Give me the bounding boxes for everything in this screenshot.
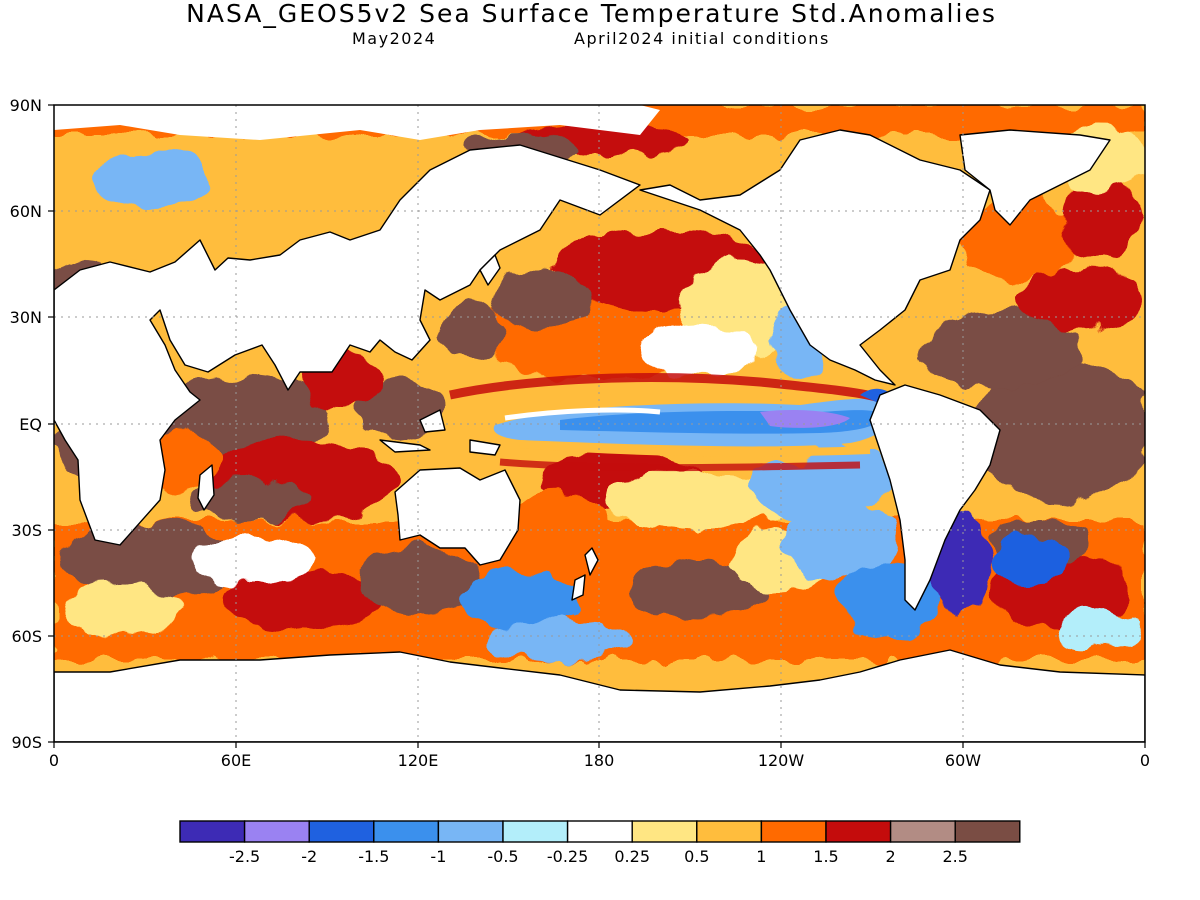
legend-swatch (631, 820, 698, 843)
legend-swatch (179, 820, 246, 843)
lat-label-60n: 60N (10, 202, 42, 221)
lat-label-eq: EQ (19, 415, 42, 434)
legend-label: 1.5 (813, 847, 838, 866)
forecast-month: May2024 (352, 29, 437, 48)
lat-label-30n: 30N (10, 308, 42, 327)
legend-label: 2.5 (942, 847, 967, 866)
legend-swatch (954, 820, 1021, 843)
lat-label-90n: 90N (10, 96, 42, 115)
lon-label-120e: 120E (398, 751, 439, 770)
legend-label: -1 (430, 847, 446, 866)
lat-label-90s: 90S (11, 733, 42, 752)
land-masses (54, 105, 1145, 742)
legend-swatch (696, 820, 763, 843)
legend-label: 0.25 (614, 847, 650, 866)
legend-label: -2.5 (229, 847, 260, 866)
color-legend: -2.5 -2 -1.5 -1 -0.5 -0.25 0.25 0.5 1 1.5 2 2.5 (179, 820, 1021, 866)
legend-swatch (437, 820, 504, 843)
lat-label-60s: 60S (11, 627, 42, 646)
legend-label: 0.5 (684, 847, 709, 866)
lat-label-30s: 30S (11, 521, 42, 540)
legend-label: 2 (886, 847, 896, 866)
lon-label-0-east: 0 (1140, 751, 1150, 770)
legend-label: 1 (756, 847, 766, 866)
map-title: NASA_GEOS5v2 Sea Surface Temperature Std… (186, 0, 997, 28)
lon-label-60w: 60W (945, 751, 981, 770)
legend-swatch (760, 820, 827, 843)
legend-label: -0.5 (487, 847, 518, 866)
legend-swatch (502, 820, 569, 843)
legend-swatch (243, 820, 310, 843)
lon-label-120w: 120W (758, 751, 805, 770)
legend-swatch (889, 820, 956, 843)
legend-swatch (825, 820, 892, 843)
legend-label: -0.25 (547, 847, 588, 866)
gridlines (54, 105, 1145, 742)
anomaly-field (54, 105, 1145, 742)
legend-label: -2 (301, 847, 317, 866)
legend-swatch (308, 820, 375, 843)
lon-label-60e: 60E (221, 751, 251, 770)
legend-label: -1.5 (358, 847, 389, 866)
lon-label-180: 180 (584, 751, 615, 770)
legend-swatch (373, 820, 440, 843)
lon-label-0: 0 (49, 751, 59, 770)
initial-conditions: April2024 initial conditions (574, 29, 830, 48)
legend-swatch (566, 820, 633, 843)
